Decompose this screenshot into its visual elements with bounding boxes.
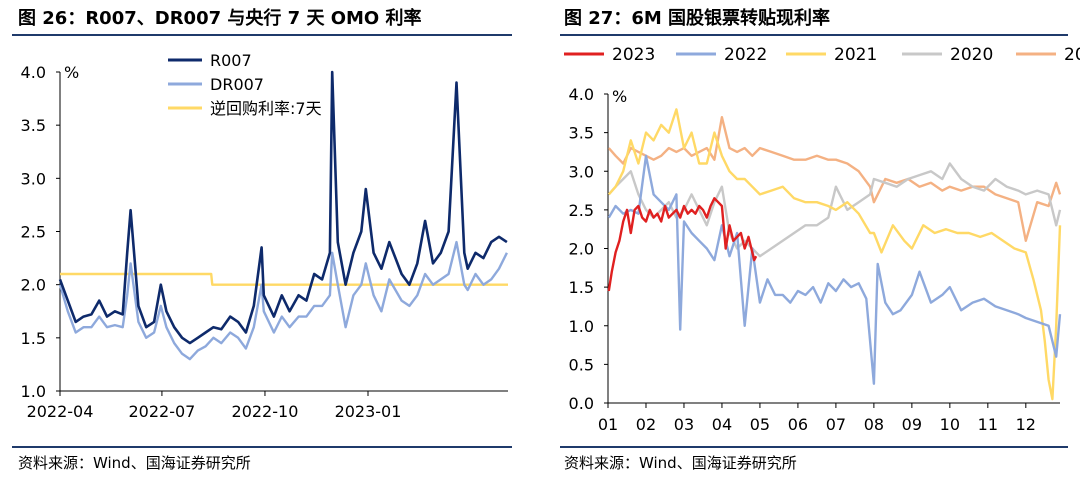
bill-discount-rate-line-chart: 0.0 0.5 1.0 1.5 2.0 2.5 3.0 3.5 4.0 % 01 02 03 04 05 06… [564,45,1080,434]
x-tick-label: 01 [598,415,618,434]
x-tick-label: 2022-10 [232,402,299,421]
y-axis-unit: % [612,87,627,106]
y-tick-label: 1.5 [21,329,46,348]
figure-26: 图 26：R007、DR007 与央行 7 天 OMO 利率 1.0 1.5 2.0… [0,0,522,478]
series-line-dr007 [58,240,508,361]
title-rule [560,34,1068,36]
x-tick-label: 09 [902,415,922,434]
x-tick-label: 11 [978,415,998,434]
y-tick-label: 1.5 [569,278,594,297]
source-rule [560,446,1068,448]
figure-title: 图 26：R007、DR007 与央行 7 天 OMO 利率 [18,8,422,29]
y-tick-label: 3.5 [569,124,594,143]
y-tick-label: 4.0 [21,63,46,82]
series-line-y2023 [607,197,758,292]
x-tick-label: 04 [712,415,732,434]
series-line-r007 [58,70,508,345]
y-axis-unit: % [64,63,79,82]
legend-label: 2023 [612,45,655,65]
series-line-y2022 [607,154,1062,385]
y-tick-label: 3.0 [21,169,46,188]
x-tick-label: 08 [864,415,884,434]
x-tick-label: 03 [674,415,694,434]
legend-label: R007 [210,51,252,70]
y-tick-label: 3.5 [21,116,46,135]
source-note: 资料来源：Wind、国海证券研究所 [564,454,797,472]
x-tick-label: 12 [1016,415,1036,434]
legend-label: 逆回购利率:7天 [210,99,322,118]
legend-label: DR007 [210,75,264,94]
series-line-y2019 [607,115,1062,243]
x-tick-label: 2022-04 [27,402,94,421]
y-tick-label: 2.5 [21,223,46,242]
y-tick-label: 1.0 [569,317,594,336]
r007-dr007-omo-line-chart: 1.0 1.5 2.0 2.5 3.0 3.5 4.0 % 2022-04 2022-07 2022… [21,51,508,421]
y-tick-label: 0.0 [569,394,594,413]
x-tick-label: 10 [940,415,960,434]
legend-label: 2020 [950,45,993,65]
x-tick-label: 05 [750,415,770,434]
figure-title: 图 27：6M 国股银票转贴现利率 [564,8,831,29]
legend-label: 2022 [724,45,767,65]
legend-label: 2019 [1064,45,1080,65]
y-tick-label: 1.0 [21,382,46,401]
figure-27: 图 27：6M 国股银票转贴现利率 0.0 0.5 1.0 1.5 2.0 2.5 3.0 3… [560,0,1080,478]
y-tick-label: 4.0 [569,85,594,104]
y-tick-label: 0.5 [569,355,594,374]
y-tick-label: 2.0 [569,240,594,259]
x-tick-label: 02 [636,415,656,434]
x-tick-label: 2022-07 [128,402,195,421]
y-tick-label: 2.5 [569,201,594,220]
x-tick-label: 2023-01 [335,402,402,421]
y-tick-label: 3.0 [569,162,594,181]
source-note: 资料来源：Wind、国海证券研究所 [18,454,251,472]
source-rule [12,446,512,448]
y-tick-label: 2.0 [21,276,46,295]
x-tick-label: 06 [788,415,808,434]
x-tick-label: 07 [826,415,846,434]
legend-label: 2021 [834,45,877,65]
title-rule [12,34,512,36]
series-line-y2021 [607,108,1062,401]
